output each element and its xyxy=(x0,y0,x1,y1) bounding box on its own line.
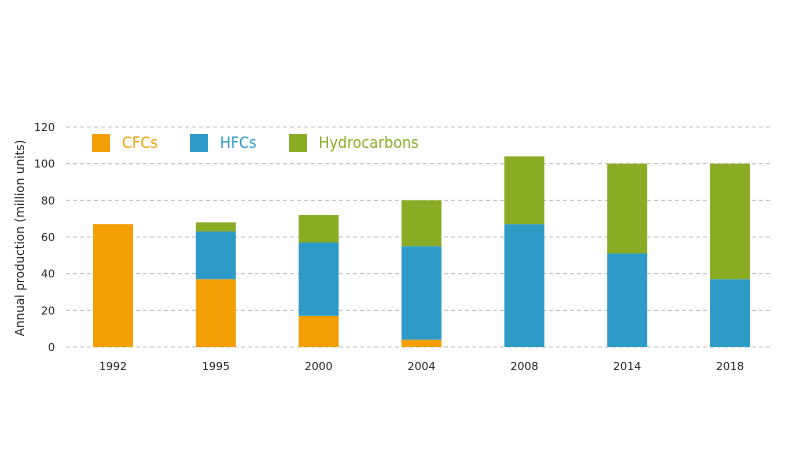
bar-segment-hydrocarbons-1995 xyxy=(195,222,236,232)
y-axis-label: Annual production (million units) xyxy=(13,140,27,336)
bar-segment-hfcs-2000 xyxy=(298,242,339,316)
bar-segment-hfcs-1995 xyxy=(195,231,236,280)
y-tick-label: 80 xyxy=(41,194,55,207)
bar-segment-cfcs-1995 xyxy=(195,279,236,347)
y-tick-label: 60 xyxy=(41,231,55,244)
legend-swatch-hfcs xyxy=(189,133,208,152)
bar-segment-hfcs-2008 xyxy=(504,224,545,347)
x-tick-label: 2008 xyxy=(510,360,538,373)
x-tick-label: 1992 xyxy=(99,360,127,373)
bar-segment-cfcs-1992 xyxy=(93,224,133,347)
legend-swatch-cfcs xyxy=(92,133,110,152)
bar-segment-hydrocarbons-2018 xyxy=(710,163,750,280)
legend-item-hfcs: HFCs xyxy=(189,133,257,152)
x-tick-label: 2000 xyxy=(305,360,333,373)
legend-label-hydrocarbons: Hydrocarbons xyxy=(318,133,419,152)
legend-label-hfcs: HFCs xyxy=(219,133,257,152)
y-axis-ticks: 0 20 40 60 80 100 120 xyxy=(34,121,55,354)
bar-segment-hfcs-2014 xyxy=(607,253,648,347)
legend-label-cfcs: CFCs xyxy=(122,133,158,152)
bar-segment-hfcs-2004 xyxy=(401,246,442,340)
legend-swatch-hydrocarbons xyxy=(288,133,307,152)
y-tick-label: 20 xyxy=(41,304,55,317)
bar-segment-hfcs-2018 xyxy=(710,279,750,347)
bar-segment-hydrocarbons-2004 xyxy=(401,200,442,247)
bar-segment-hydrocarbons-2000 xyxy=(298,215,339,243)
legend-item-cfcs: CFCs xyxy=(92,133,158,152)
x-tick-label: 2014 xyxy=(613,360,641,373)
bar-segment-hydrocarbons-2014 xyxy=(607,163,648,254)
legend-item-hydrocarbons: Hydrocarbons xyxy=(288,133,419,152)
y-tick-label: 120 xyxy=(34,121,55,134)
bar-segment-hydrocarbons-2008 xyxy=(504,156,545,225)
x-tick-label: 2004 xyxy=(408,360,436,373)
x-tick-label: 2018 xyxy=(716,360,744,373)
x-axis-ticks: 1992 1995 2000 2004 2008 2014 2018 xyxy=(99,360,744,373)
y-tick-label: 40 xyxy=(41,268,55,281)
bar-segment-cfcs-2000 xyxy=(298,315,339,347)
legend: CFCs HFCs Hydrocarbons xyxy=(92,133,451,152)
bars xyxy=(93,156,750,347)
x-tick-label: 1995 xyxy=(202,360,230,373)
bar-segment-cfcs-2004 xyxy=(401,339,442,347)
y-tick-label: 0 xyxy=(48,341,55,354)
y-tick-label: 100 xyxy=(34,158,55,171)
